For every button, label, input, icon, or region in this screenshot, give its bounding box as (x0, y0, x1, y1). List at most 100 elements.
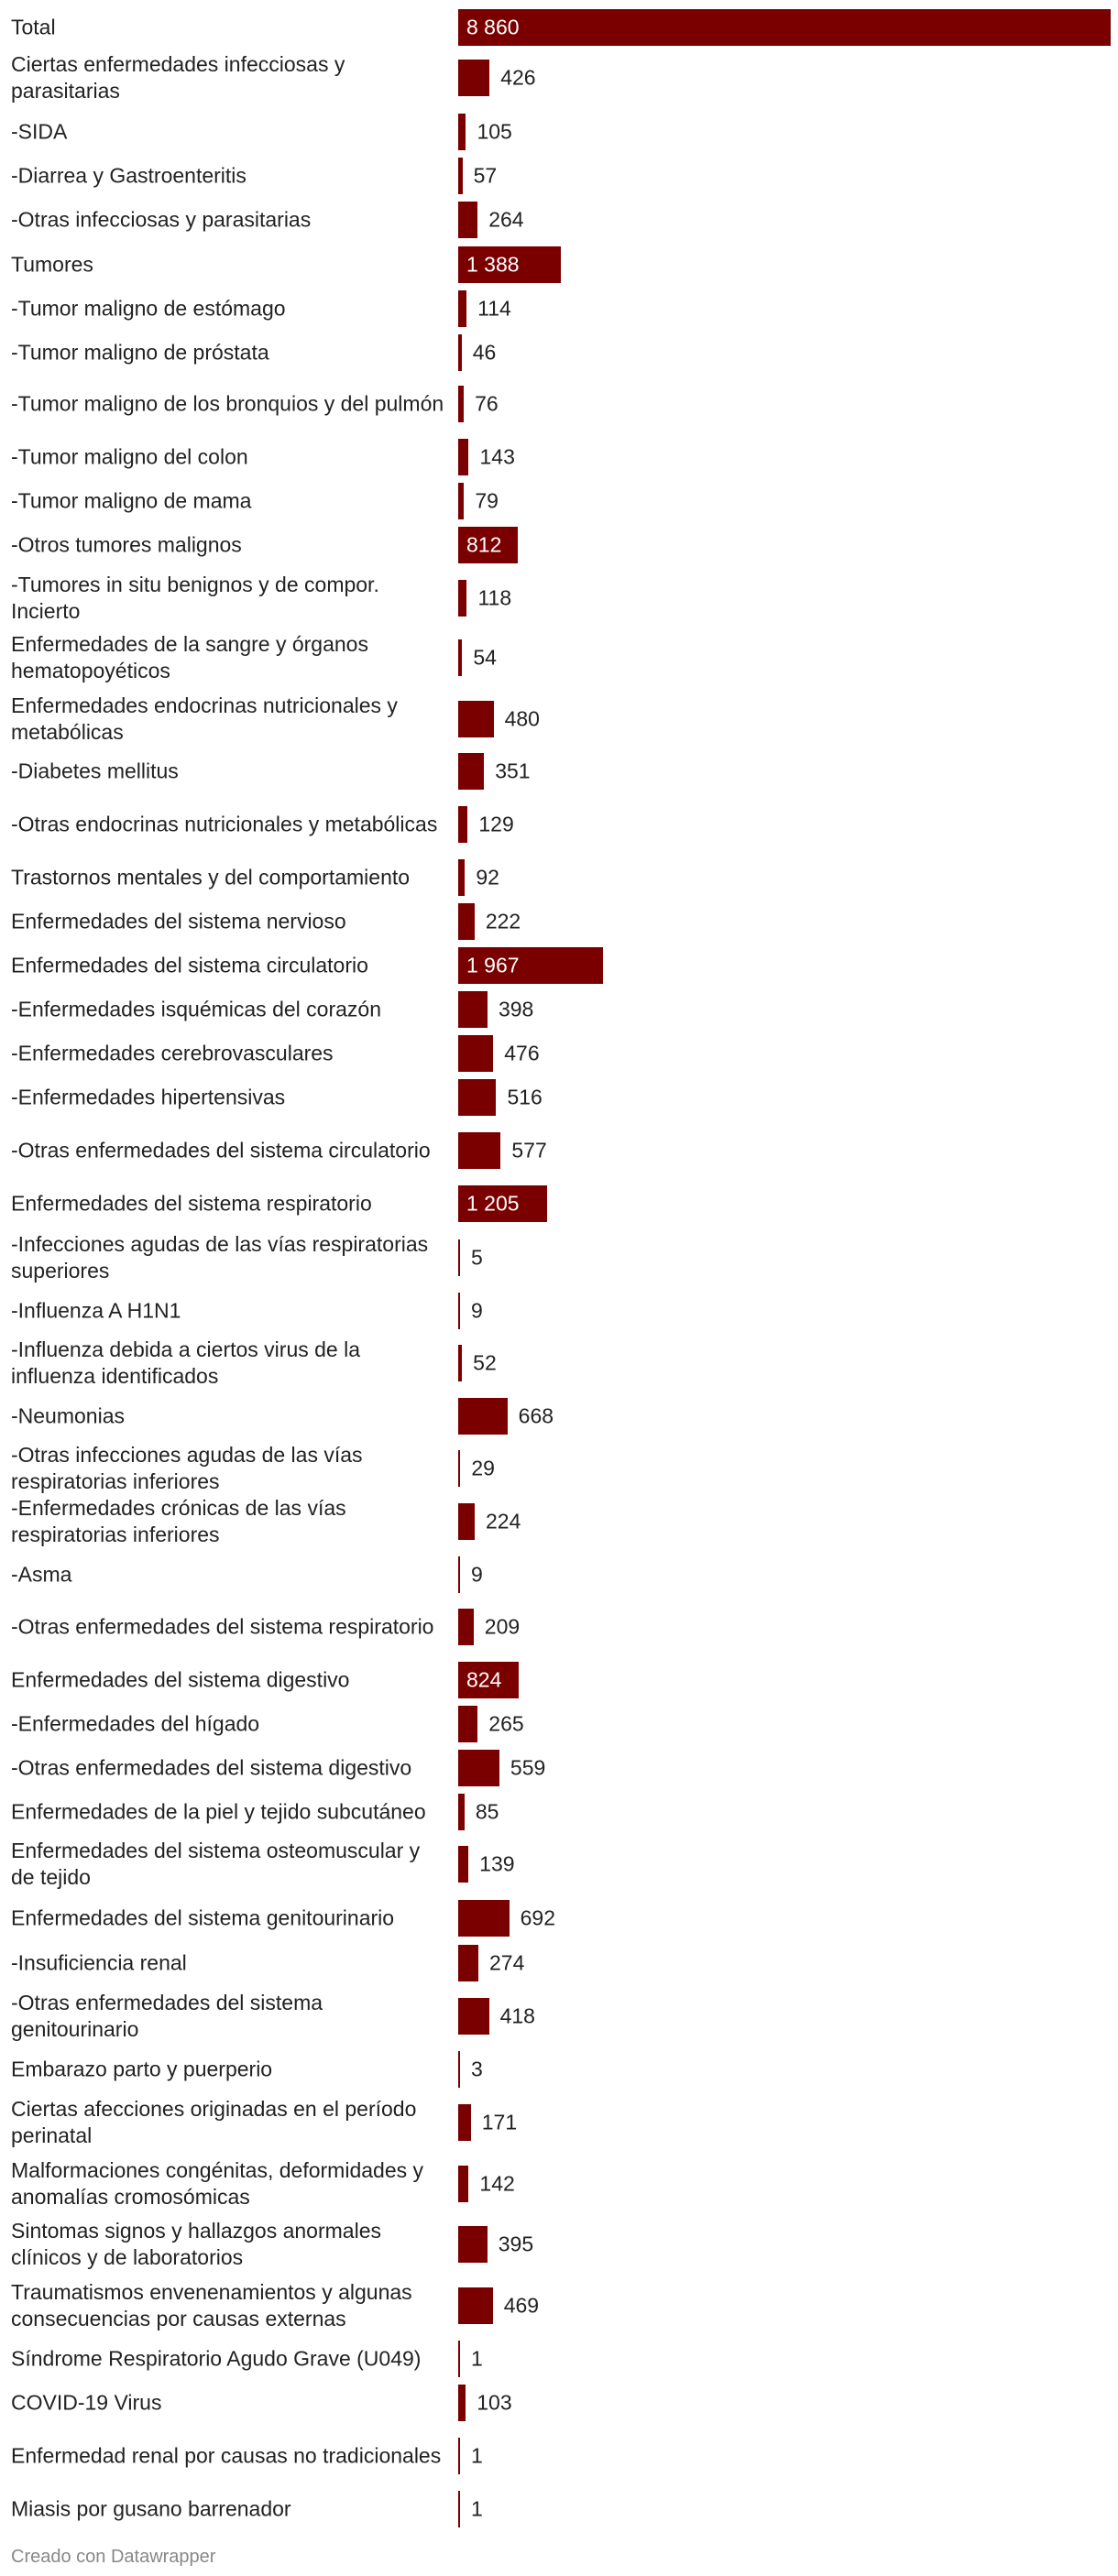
bar (458, 1750, 499, 1786)
bar (458, 639, 463, 676)
value-label: 351 (495, 759, 531, 783)
bar (458, 1609, 474, 1645)
category-label: Enfermedades del sistema genitourinario (11, 1905, 395, 1930)
value-label: 92 (476, 865, 499, 890)
category-label: -Influenza debida a ciertos virus de la … (11, 1337, 360, 1388)
category-label: -Diabetes mellitus (11, 759, 179, 783)
value-label: 46 (472, 340, 497, 365)
category-label: -Tumor maligno de próstata (11, 340, 269, 365)
value-label: 264 (488, 207, 524, 232)
bar (458, 439, 469, 475)
value-label: 668 (518, 1403, 554, 1428)
bar (458, 1945, 479, 1981)
value-label: 171 (481, 2110, 518, 2134)
category-label: Trastornos mentales y del comportamiento (11, 865, 411, 890)
category-label: -Otras infecciosas y parasitarias (11, 207, 312, 232)
category-label: Traumatismos envenenamientos y algunas c… (11, 2280, 412, 2330)
bar (458, 580, 467, 617)
value-label: 85 (475, 1799, 499, 1824)
category-label: -Otras infecciones agudas de las vías re… (11, 1443, 363, 1493)
category-label: COVID-19 Virus (11, 2390, 162, 2415)
value-label: 1 (471, 2346, 483, 2371)
bar (458, 1556, 460, 1593)
value-label: 139 (479, 1851, 515, 1876)
category-label: Enfermedad renal por causas no tradicion… (11, 2443, 442, 2468)
category-label: Enfermedades endocrinas nutricionales y … (11, 693, 398, 744)
bar (458, 947, 604, 984)
bar (458, 2226, 488, 2263)
category-label: -Tumor maligno del colon (11, 444, 248, 469)
bar (458, 9, 1111, 46)
category-label: -Otros tumores malignos (11, 532, 242, 557)
bar (458, 1794, 465, 1830)
bar (458, 1079, 497, 1116)
bar (458, 2287, 493, 2324)
bar (458, 527, 519, 563)
bar (458, 2491, 460, 2527)
category-label: -Neumonias (11, 1403, 125, 1428)
value-label: 118 (477, 585, 512, 610)
value-label: 222 (485, 909, 521, 933)
value-label: 577 (511, 1138, 547, 1162)
bar (458, 1132, 501, 1169)
category-label: Total (11, 15, 56, 39)
category-label: -Infecciones agudas de las vías respirat… (11, 1232, 429, 1283)
category-label: Ciertas enfermedades infecciosas y paras… (11, 52, 345, 103)
value-label: 476 (504, 1041, 540, 1065)
bar (458, 1185, 547, 1222)
value-label: 824 (466, 1667, 502, 1692)
value-label: 559 (510, 1755, 546, 1780)
bar (458, 1900, 510, 1937)
value-label: 103 (477, 2390, 512, 2415)
category-label: -Enfermedades cerebrovasculares (11, 1041, 334, 1065)
category-label: -Enfermedades hipertensivas (11, 1085, 286, 1109)
value-label: 143 (479, 444, 515, 469)
value-label: 1 205 (466, 1191, 520, 1216)
value-label: 516 (507, 1085, 543, 1109)
value-label: 76 (475, 391, 499, 416)
bar (458, 1239, 460, 1276)
category-label: Embarazo parto y puerperio (11, 2057, 273, 2081)
category-label: -Tumor maligno de mama (11, 488, 252, 513)
value-label: 1 967 (466, 953, 520, 977)
value-label: 57 (473, 163, 498, 188)
category-label: -Insuficiencia renal (11, 1950, 187, 1975)
category-label: Miasis por gusano barrenador (11, 2496, 291, 2521)
category-label: Enfermedades de la piel y tejido subcutá… (11, 1799, 426, 1824)
bar (458, 1398, 508, 1435)
value-label: 129 (478, 812, 514, 836)
value-label: 105 (477, 119, 512, 144)
bar (458, 386, 465, 422)
bar (458, 1035, 494, 1072)
category-label: -Otras enfermedades del sistema digestiv… (11, 1755, 412, 1780)
category-label: -Enfermedades del hígado (11, 1711, 260, 1736)
value-label: 142 (479, 2171, 515, 2196)
category-label: -Tumor maligno de los bronquios y del pu… (11, 391, 444, 416)
bar (458, 158, 463, 194)
category-label: -Diarrea y Gastroenteritis (11, 163, 247, 188)
value-label: 5 (471, 1245, 483, 1270)
bar (458, 246, 561, 283)
value-label: 274 (489, 1950, 525, 1975)
category-label: Enfermedades del sistema osteomuscular y… (11, 1839, 421, 1889)
value-label: 812 (466, 532, 502, 557)
bar (458, 1450, 461, 1487)
bar (458, 991, 488, 1028)
category-label: Enfermedades del sistema digestivo (11, 1667, 350, 1692)
bar (458, 701, 494, 737)
category-label: Sintomas signos y hallazgos anormales cl… (11, 2219, 381, 2269)
category-label: Enfermedades del sistema circulatorio (11, 953, 368, 977)
bar (458, 334, 462, 371)
bar (458, 1503, 475, 1540)
category-label: Enfermedades de la sangre y órganos hema… (11, 632, 368, 682)
category-label: -Enfermedades isquémicas del corazón (11, 997, 381, 1021)
value-label: 8 860 (466, 15, 520, 39)
category-label: Síndrome Respiratorio Agudo Grave (U049) (11, 2346, 422, 2371)
value-label: 29 (471, 1456, 495, 1480)
category-label: -Otras enfermedades del sistema circulat… (11, 1138, 431, 1162)
value-label: 426 (500, 65, 536, 90)
bar (458, 2341, 460, 2377)
bar (458, 1846, 469, 1883)
category-label: -Tumores in situ benignos y de compor. I… (11, 573, 379, 623)
category-label: Malformaciones congénitas, deformidades … (11, 2158, 424, 2209)
